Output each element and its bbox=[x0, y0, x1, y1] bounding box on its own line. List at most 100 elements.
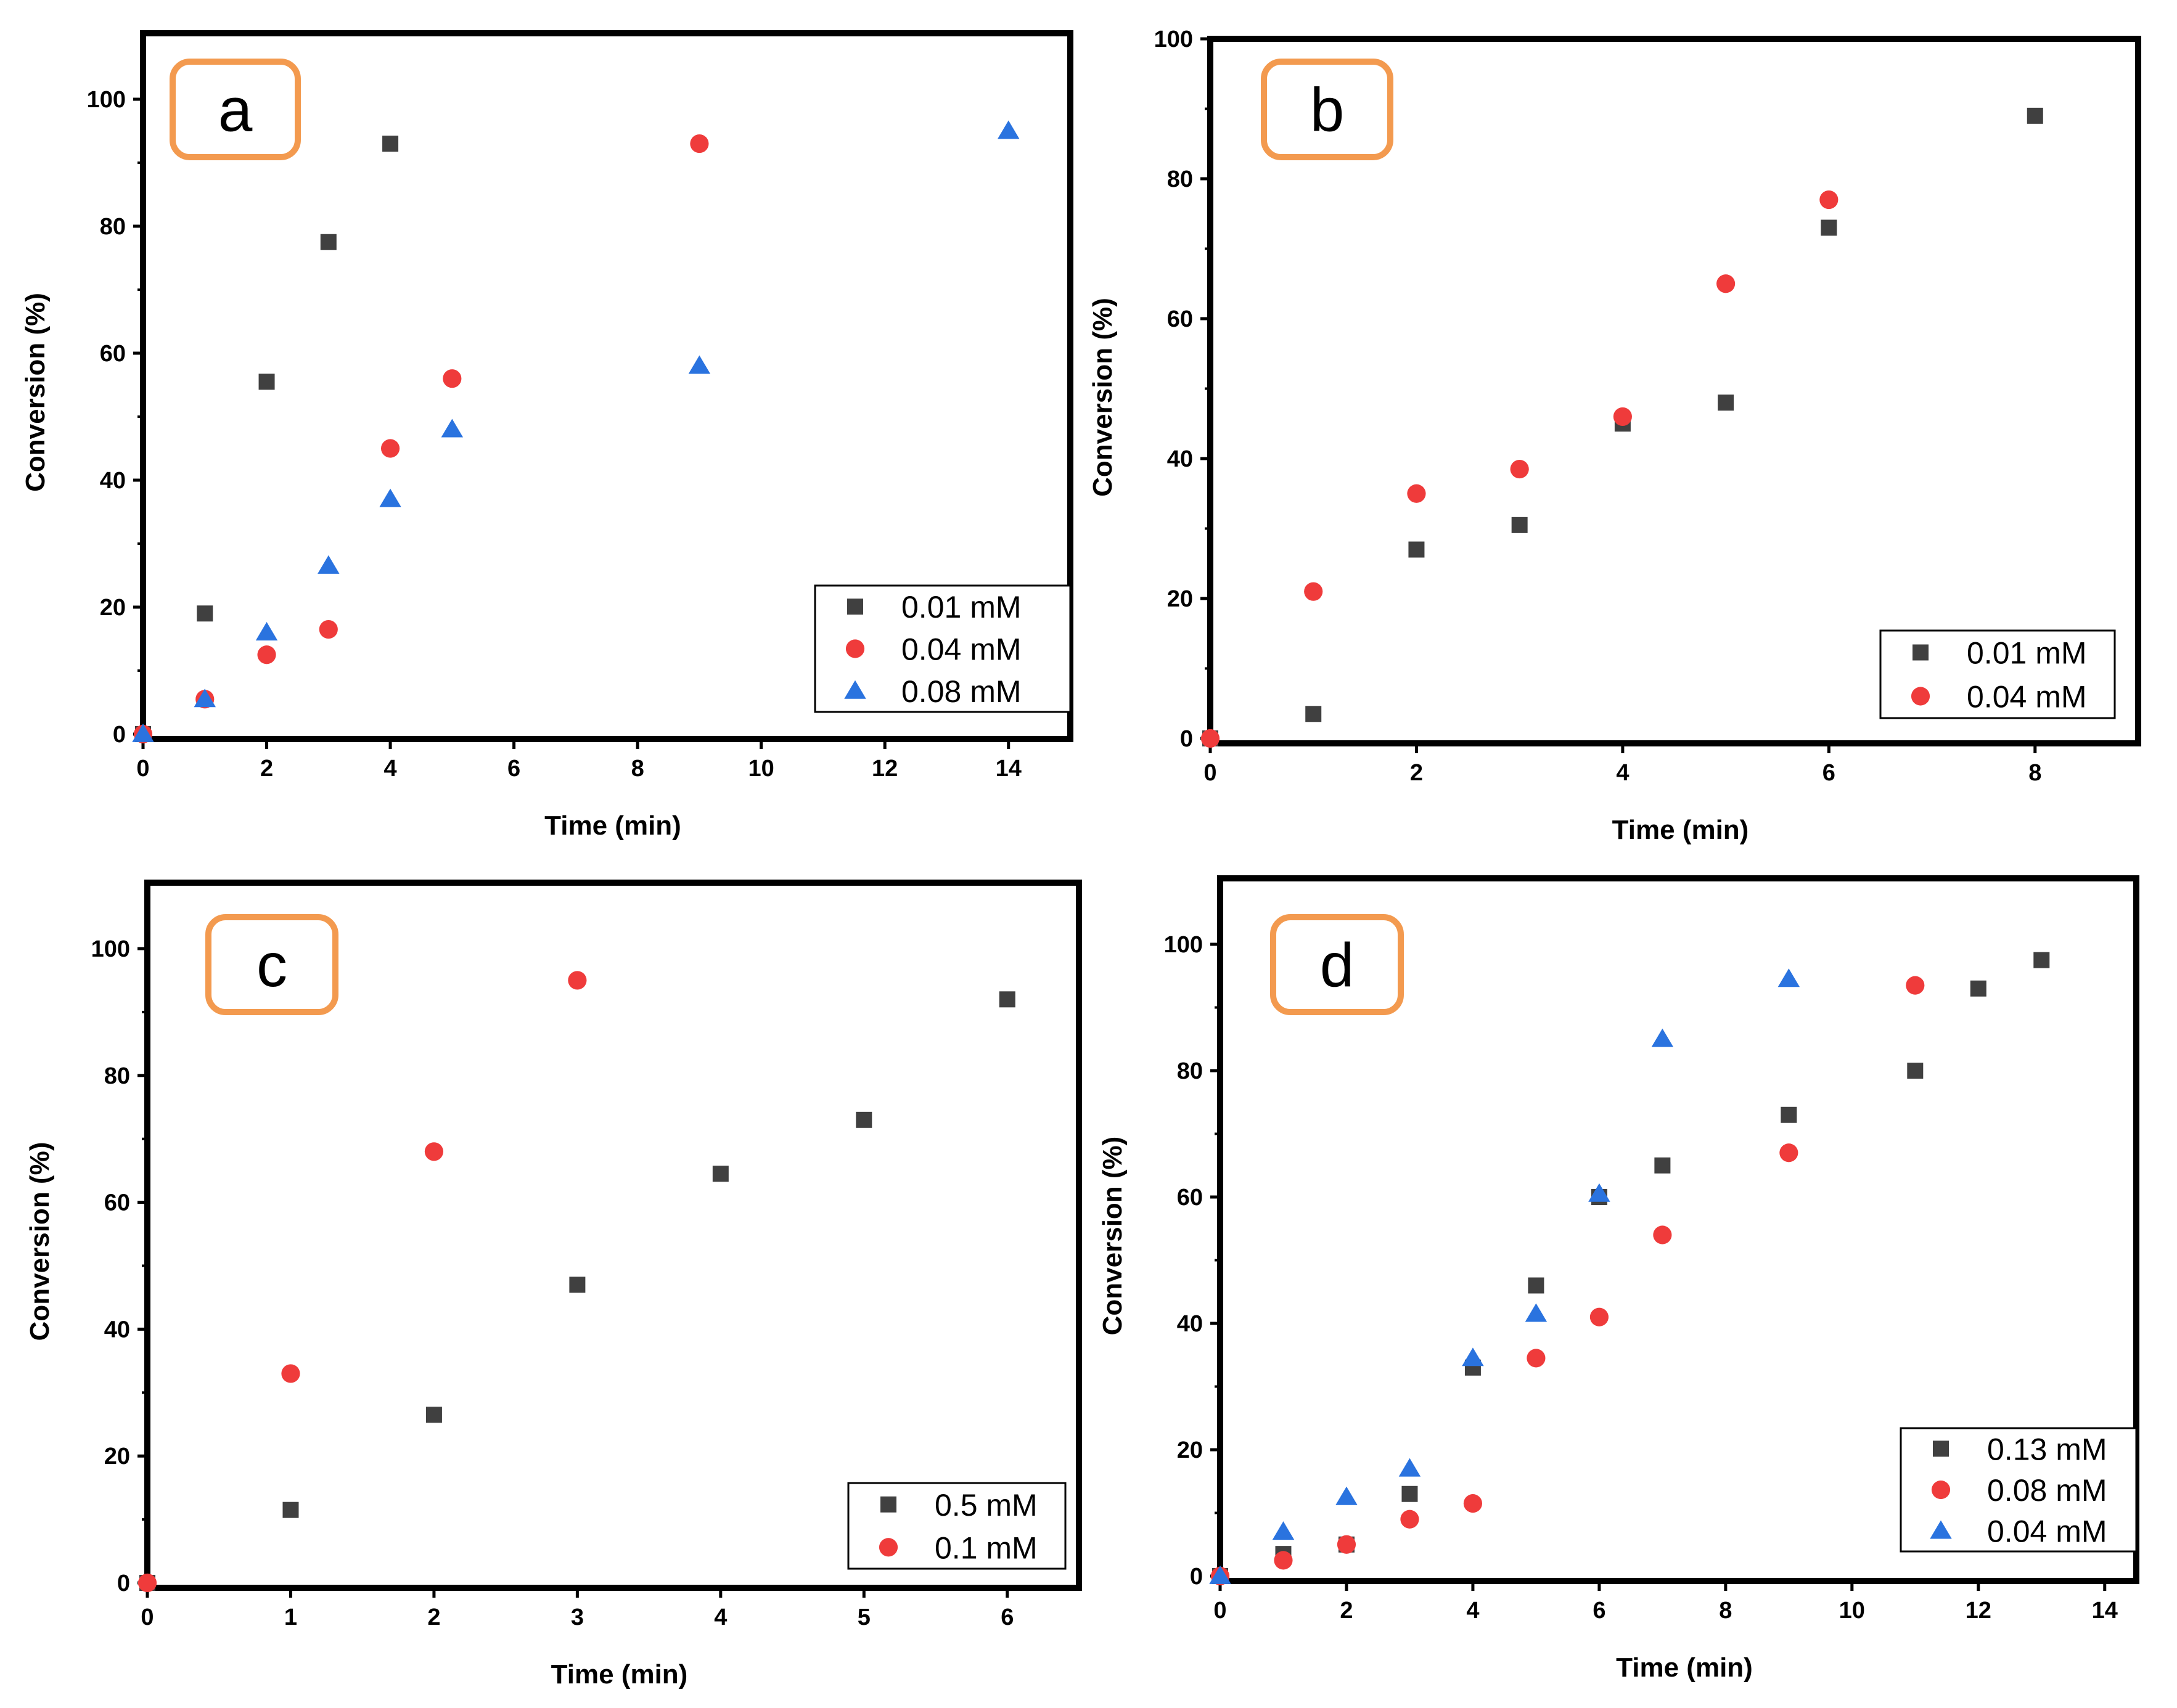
legend-marker bbox=[1933, 1440, 1949, 1457]
x-tick-label: 0 bbox=[136, 756, 149, 782]
x-tick-label: 8 bbox=[1719, 1598, 1732, 1624]
legend-label: 0.08 mM bbox=[901, 674, 1022, 709]
y-tick-label: 40 bbox=[1167, 446, 1193, 472]
y-tick-label: 80 bbox=[1177, 1058, 1203, 1084]
x-tick-label: 4 bbox=[1466, 1598, 1479, 1624]
x-tick-label: 4 bbox=[714, 1604, 727, 1630]
data-point bbox=[1819, 190, 1839, 210]
legend: 0.01 mM 0.04 mM bbox=[1879, 629, 2116, 719]
y-tick-label: 60 bbox=[1177, 1185, 1203, 1211]
x-tick-label: 6 bbox=[1001, 1604, 1014, 1630]
panel-label: b bbox=[1310, 76, 1345, 145]
y-tick-label: 80 bbox=[104, 1063, 130, 1089]
panel-label: c bbox=[256, 931, 287, 1000]
data-point bbox=[137, 1573, 157, 1593]
data-point bbox=[1525, 1303, 1548, 1322]
data-point bbox=[1462, 1347, 1484, 1367]
data-point bbox=[1821, 219, 1837, 236]
data-point bbox=[1653, 1225, 1672, 1244]
data-point bbox=[1528, 1277, 1544, 1294]
x-tick-label: 2 bbox=[260, 756, 273, 782]
legend-marker bbox=[880, 1496, 896, 1513]
panel-label-box bbox=[205, 914, 338, 1015]
y-axis-title: Conversion (%) bbox=[1097, 1137, 1128, 1336]
y-tick-label: 60 bbox=[100, 341, 126, 367]
plot-frame bbox=[1207, 36, 2141, 746]
data-point bbox=[1511, 517, 1528, 533]
data-point bbox=[318, 555, 340, 574]
data-point bbox=[568, 971, 587, 990]
legend: 0.01 mM 0.04 mM 0.08 mM bbox=[814, 584, 1072, 713]
x-tick-label: 6 bbox=[1593, 1598, 1605, 1624]
data-point bbox=[382, 136, 399, 152]
y-tick-label: 0 bbox=[117, 1571, 130, 1596]
data-point bbox=[132, 723, 154, 742]
plot-frame bbox=[1217, 875, 2139, 1584]
x-tick-label: 2 bbox=[1410, 760, 1423, 786]
data-point bbox=[320, 234, 337, 250]
data-point bbox=[688, 355, 711, 374]
legend-marker bbox=[845, 639, 865, 658]
legend-marker bbox=[879, 1538, 898, 1557]
x-axis-title: Time (min) bbox=[1612, 815, 1749, 845]
data-point bbox=[2033, 952, 2050, 968]
legend-label: 0.5 mM bbox=[935, 1488, 1038, 1522]
series-0.04-mM bbox=[133, 134, 709, 744]
y-tick-label: 20 bbox=[1177, 1437, 1203, 1463]
legend-marker bbox=[1930, 1520, 1952, 1539]
data-point bbox=[999, 991, 1015, 1008]
series-0.1-mM bbox=[137, 971, 587, 1593]
x-tick-label: 0 bbox=[1203, 760, 1216, 786]
legend-label: 0.08 mM bbox=[1987, 1473, 2107, 1508]
y-tick-label: 40 bbox=[1177, 1311, 1203, 1337]
legend-label: 0.13 mM bbox=[1987, 1432, 2107, 1466]
data-point bbox=[1588, 1183, 1610, 1202]
y-axis-title: Conversion (%) bbox=[25, 1142, 55, 1341]
data-point bbox=[1305, 706, 1322, 722]
y-tick-label: 0 bbox=[113, 722, 126, 748]
data-point bbox=[856, 1111, 872, 1128]
data-point bbox=[1906, 976, 1925, 995]
y-axis-title: Conversion (%) bbox=[1088, 298, 1118, 497]
data-point bbox=[690, 134, 709, 153]
data-point bbox=[197, 605, 213, 622]
data-point bbox=[998, 120, 1020, 139]
x-tick-label: 5 bbox=[858, 1604, 871, 1630]
y-tick-label: 100 bbox=[1154, 27, 1193, 52]
y-tick-label: 20 bbox=[104, 1444, 130, 1469]
data-point bbox=[2027, 107, 2043, 124]
y-tick-label: 100 bbox=[91, 936, 130, 962]
data-point bbox=[1272, 1521, 1295, 1540]
data-point bbox=[1654, 1157, 1671, 1174]
x-tick-label: 12 bbox=[1966, 1598, 1991, 1624]
x-tick-label: 12 bbox=[872, 756, 898, 782]
data-point bbox=[281, 1364, 300, 1383]
legend-label: 0.04 mM bbox=[1987, 1514, 2107, 1549]
y-tick-label: 20 bbox=[1167, 586, 1193, 612]
y-tick-label: 60 bbox=[104, 1190, 130, 1216]
legend-label: 0.1 mM bbox=[935, 1530, 1038, 1565]
data-point bbox=[1970, 980, 1986, 997]
series-0.08-mM bbox=[132, 120, 1020, 742]
x-axis-title: Time (min) bbox=[1616, 1653, 1753, 1683]
data-point bbox=[1209, 1565, 1231, 1584]
x-tick-label: 2 bbox=[427, 1604, 440, 1630]
x-tick-label: 6 bbox=[1822, 760, 1835, 786]
series-0.08-mM bbox=[1210, 976, 1925, 1586]
data-point bbox=[319, 619, 338, 639]
data-point bbox=[1408, 541, 1425, 558]
data-point bbox=[1907, 1063, 1924, 1079]
data-point bbox=[1781, 1106, 1797, 1123]
x-tick-label: 6 bbox=[507, 756, 520, 782]
data-point bbox=[1335, 1486, 1358, 1505]
data-point bbox=[1407, 484, 1426, 503]
data-point bbox=[569, 1277, 586, 1293]
series-0.04-mM bbox=[1209, 968, 1800, 1584]
x-axis-title: Time (min) bbox=[551, 1659, 688, 1690]
data-point bbox=[380, 439, 400, 458]
series-0.04-mM bbox=[1200, 190, 1839, 748]
x-tick-label: 3 bbox=[571, 1604, 584, 1630]
data-point bbox=[1510, 459, 1529, 479]
